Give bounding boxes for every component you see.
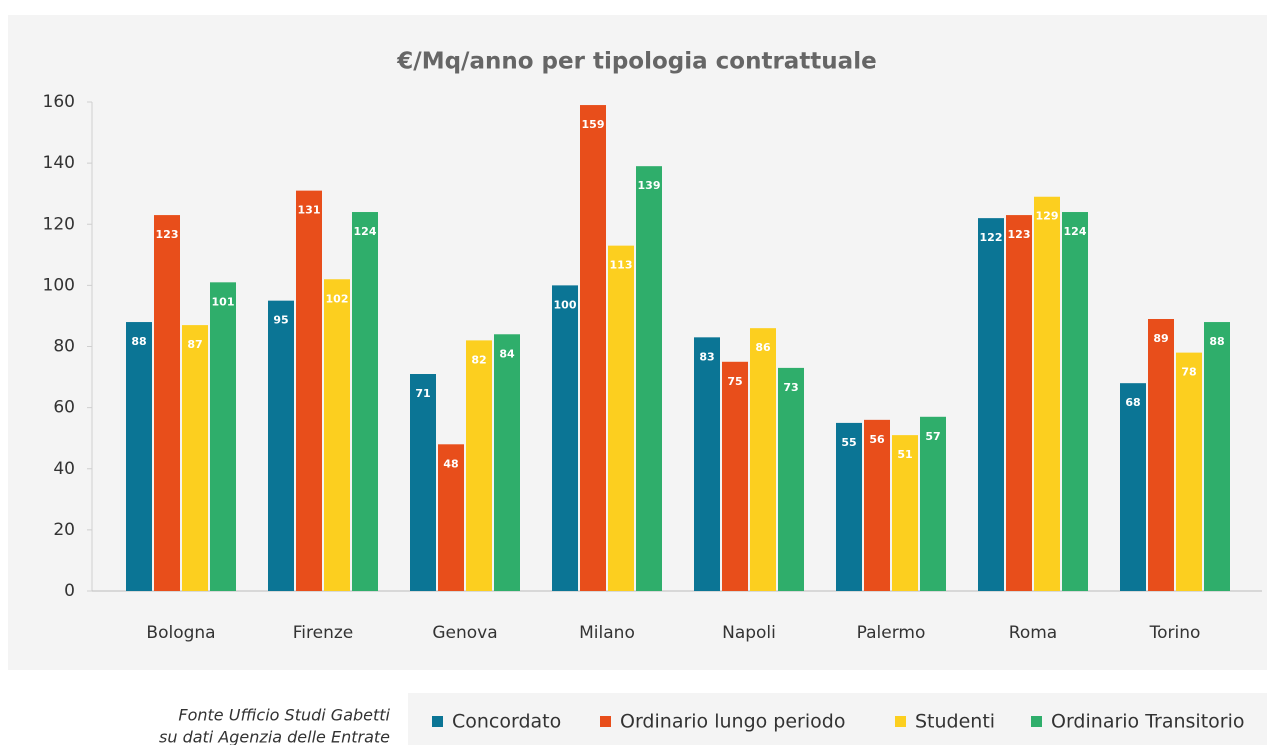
bar: [466, 340, 492, 591]
data-label: 123: [156, 228, 179, 241]
bar: [182, 325, 208, 591]
x-tick-label: Torino: [1149, 623, 1201, 643]
data-label: 95: [273, 314, 288, 327]
bar: [268, 300, 294, 591]
y-tick-label: 60: [53, 398, 75, 418]
x-tick-label: Napoli: [722, 623, 776, 643]
y-tick-label: 160: [43, 92, 75, 112]
data-label: 56: [869, 433, 885, 446]
x-tick-label: Roma: [1009, 623, 1057, 643]
data-label: 88: [131, 335, 146, 348]
data-label: 101: [212, 295, 235, 308]
bar: [438, 444, 464, 591]
legend-label: Concordato: [452, 711, 561, 733]
x-tick-label: Genova: [432, 623, 497, 643]
data-label: 78: [1181, 366, 1196, 379]
bar: [552, 285, 578, 591]
y-tick-label: 140: [43, 153, 75, 173]
bar: [722, 361, 748, 591]
bar: [296, 190, 322, 591]
bar: [352, 212, 378, 591]
data-label: 48: [443, 457, 458, 470]
bar: [864, 419, 890, 591]
data-label: 123: [1008, 228, 1031, 241]
y-tick-label: 100: [43, 275, 75, 295]
legend-background: [408, 693, 1267, 745]
data-label: 88: [1209, 335, 1224, 348]
data-label: 131: [298, 204, 321, 217]
data-label: 82: [471, 353, 486, 366]
bar: [410, 374, 436, 591]
data-label: 75: [727, 375, 742, 388]
data-label: 55: [841, 436, 856, 449]
x-tick-label: Bologna: [146, 623, 215, 643]
data-label: 122: [980, 231, 1003, 244]
data-label: 83: [699, 350, 714, 363]
bar: [694, 337, 720, 591]
bar: [126, 322, 152, 591]
bar: [778, 367, 804, 591]
data-label: 129: [1036, 210, 1059, 223]
bar: [750, 328, 776, 591]
bar: [1204, 322, 1230, 591]
data-label: 139: [638, 179, 661, 192]
bar: [608, 245, 634, 592]
legend-label: Ordinario lungo periodo: [620, 711, 845, 733]
bar: [1062, 212, 1088, 591]
data-label: 102: [326, 292, 349, 305]
y-tick-label: 0: [64, 581, 75, 601]
data-label: 68: [1125, 396, 1140, 409]
bar: [1176, 352, 1202, 591]
bar: [920, 416, 946, 591]
bar: [494, 334, 520, 591]
y-tick-label: 80: [53, 337, 75, 357]
data-label: 124: [354, 225, 377, 238]
y-tick-label: 40: [53, 459, 75, 479]
x-tick-label: Firenze: [293, 623, 354, 643]
legend-label: Ordinario Transitorio: [1051, 711, 1245, 733]
data-label: 159: [582, 118, 605, 131]
data-label: 57: [925, 430, 940, 443]
chart-title: €/Mq/anno per tipologia contrattuale: [396, 49, 876, 75]
bar: [1120, 383, 1146, 591]
bar: [580, 105, 606, 592]
data-label: 86: [755, 341, 771, 354]
legend-swatch: [432, 716, 443, 727]
bar: [978, 218, 1004, 591]
y-tick-label: 120: [43, 214, 75, 234]
legend-swatch: [600, 716, 611, 727]
bar: [1148, 318, 1174, 591]
legend-swatch: [1031, 716, 1042, 727]
data-label: 73: [783, 381, 798, 394]
bar: [892, 435, 918, 591]
data-label: 51: [897, 448, 912, 461]
bar: [1034, 196, 1060, 591]
source-note: Fonte Ufficio Studi Gabetti: [178, 706, 390, 725]
bar: [324, 279, 350, 591]
x-tick-label: Palermo: [857, 623, 926, 643]
bar: [836, 422, 862, 591]
bar: [210, 282, 236, 591]
legend-swatch: [895, 716, 906, 727]
x-tick-label: Milano: [579, 623, 635, 643]
y-tick-label: 20: [53, 520, 75, 540]
data-label: 124: [1064, 225, 1087, 238]
data-label: 89: [1153, 332, 1168, 345]
data-label: 71: [415, 387, 430, 400]
bar: [154, 215, 180, 592]
data-label: 113: [610, 259, 633, 272]
data-label: 84: [499, 347, 515, 360]
data-label: 100: [554, 298, 577, 311]
data-label: 87: [187, 338, 202, 351]
bar: [1006, 215, 1032, 592]
bar: [636, 166, 662, 591]
source-note: su dati Agenzia delle Entrate: [159, 728, 390, 746]
legend-label: Studenti: [915, 711, 995, 733]
